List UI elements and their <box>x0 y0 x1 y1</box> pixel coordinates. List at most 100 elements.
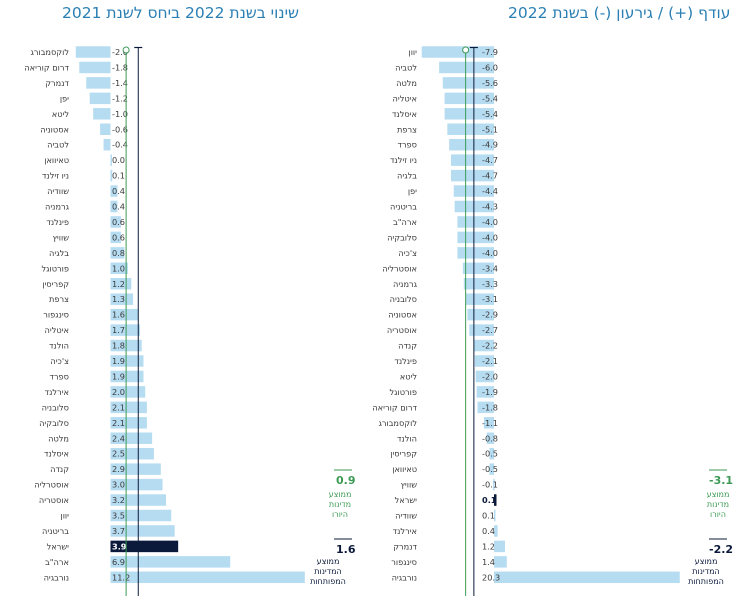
right-value-label-21: -2.0 <box>482 371 498 381</box>
right-chart-title: עודף (+) / גירעון (-) בשנת 2022 <box>508 4 731 22</box>
right-bar-17 <box>467 308 494 321</box>
right-category-label-0: יוון <box>408 47 417 57</box>
right-category-label-30: שוודיה <box>395 511 417 521</box>
right-category-label-34: נורבגיה <box>392 572 417 582</box>
left-category-label-16: צרפת <box>49 294 69 304</box>
right-bar-3 <box>444 92 494 105</box>
left-bar-30 <box>110 509 172 522</box>
right-category-label-15: גרמניה <box>393 279 418 289</box>
right-value-label-33: 1.4 <box>482 557 495 567</box>
left-category-label-27: קנדה <box>50 464 69 474</box>
left-value-label-5: -0.6 <box>112 124 128 134</box>
left-value-label-6: -0.4 <box>112 140 128 150</box>
left-category-label-20: צ'כיה <box>50 356 69 366</box>
left-category-label-26: איסלנד <box>44 449 69 459</box>
right-value-label-15: -3.3 <box>482 279 498 289</box>
left-bar-17 <box>110 308 139 321</box>
right-bar-8 <box>450 169 494 182</box>
left-category-label-30: יוון <box>60 511 69 521</box>
right-value-label-2: -5.6 <box>482 78 498 88</box>
right-value-label-19: -2.2 <box>482 341 498 351</box>
left-bar-8 <box>110 169 113 182</box>
left-value-label-4: -1.0 <box>112 109 128 119</box>
left-value-label-8: 0.1 <box>112 171 125 181</box>
right-value-label-20: -2.1 <box>482 356 498 366</box>
right-euro-avg-label: ממוצע מדינות היורו <box>706 490 730 519</box>
right-category-label-1: לטביה <box>395 62 417 72</box>
right-value-label-31: 0.4 <box>482 526 495 536</box>
right-value-label-9: -4.4 <box>482 186 498 196</box>
left-category-label-24: סלובקיה <box>39 418 69 428</box>
right-bar-4 <box>444 108 494 120</box>
right-category-label-21: ליטא <box>400 371 418 381</box>
right-category-label-13: צ'כיה <box>398 248 417 258</box>
left-bar-10 <box>110 200 118 213</box>
right-value-label-1: -6.0 <box>482 62 498 72</box>
left-bar-6 <box>103 138 111 151</box>
right-bar-24 <box>483 417 494 429</box>
right-value-label-24: -1.1 <box>482 418 498 428</box>
right-category-label-11: ארה"ב <box>393 217 417 227</box>
right-category-label-7: ניו זילנד <box>390 155 417 165</box>
right-category-label-4: איסלנד <box>392 109 417 119</box>
left-value-label-23: 2.1 <box>112 402 125 412</box>
left-category-label-22: אירלנד <box>45 387 69 397</box>
right-value-label-23: -1.8 <box>482 402 498 412</box>
right-bar-23 <box>477 401 494 414</box>
left-value-label-21: 1.9 <box>112 371 125 381</box>
left-value-label-26: 2.5 <box>112 449 125 459</box>
left-bar-28 <box>110 478 163 491</box>
right-value-label-22: -1.9 <box>482 387 498 397</box>
left-bar-27 <box>110 463 161 475</box>
right-bar-31 <box>494 525 498 537</box>
right-bar-14 <box>462 262 494 275</box>
left-bar-1 <box>79 61 111 74</box>
left-bar-13 <box>110 247 125 259</box>
left-bar-12 <box>110 231 121 244</box>
right-category-label-20: פינלנד <box>394 356 417 366</box>
left-category-label-6: לטביה <box>47 140 69 150</box>
right-category-label-19: קנדה <box>398 341 417 351</box>
right-value-label-14: -3.4 <box>482 263 498 273</box>
right-bar-13 <box>457 247 494 259</box>
left-category-label-10: גרמניה <box>45 202 70 212</box>
right-bar-27 <box>489 463 494 475</box>
left-value-label-9: 0.4 <box>112 186 125 196</box>
left-value-label-18: 1.7 <box>112 325 125 335</box>
left-bar-18 <box>110 324 140 336</box>
left-bar-20 <box>110 355 144 367</box>
left-value-label-28: 3.0 <box>112 480 125 490</box>
right-category-label-8: בלגיה <box>397 171 417 181</box>
right-dev-avg-label: ממוצע המדינות המפותחות <box>688 557 724 586</box>
left-bar-0 <box>75 46 111 58</box>
right-value-label-17: -2.9 <box>482 310 498 320</box>
right-value-label-29: 0.1 <box>482 495 497 505</box>
right-value-label-34: 20.3 <box>482 572 500 582</box>
left-category-label-14: פורטוגל <box>41 263 69 273</box>
right-bar-7 <box>450 154 494 166</box>
right-bar-22 <box>476 386 494 398</box>
left-euro-avg-label: ממוצע מדינות היורו <box>328 490 352 519</box>
left-value-label-13: 0.8 <box>112 248 125 258</box>
left-value-label-30: 3.5 <box>112 511 125 521</box>
left-bar-32 <box>110 540 179 553</box>
left-bar-2 <box>86 77 111 89</box>
right-value-label-26: -0.5 <box>482 449 498 459</box>
right-category-label-22: פורטוגל <box>389 387 417 397</box>
right-value-label-10: -4.3 <box>482 202 498 212</box>
left-category-label-25: מלטה <box>48 433 69 443</box>
left-bar-23 <box>110 401 147 414</box>
right-category-label-27: טאיוואן <box>392 464 417 474</box>
right-value-label-16: -3.1 <box>482 294 498 304</box>
right-category-label-2: מלטה <box>396 78 417 88</box>
left-value-label-12: 0.6 <box>112 232 125 242</box>
left-category-label-31: בריטניה <box>42 526 69 536</box>
left-category-label-18: איטליה <box>45 325 69 335</box>
left-dev-avg-value: 1.6 <box>336 543 356 556</box>
right-bar-26 <box>489 447 494 460</box>
right-bar-28 <box>493 478 495 491</box>
right-value-label-12: -4.0 <box>482 232 498 242</box>
right-value-label-0: -7.9 <box>482 47 498 57</box>
right-category-label-31: אירלנד <box>393 526 417 536</box>
